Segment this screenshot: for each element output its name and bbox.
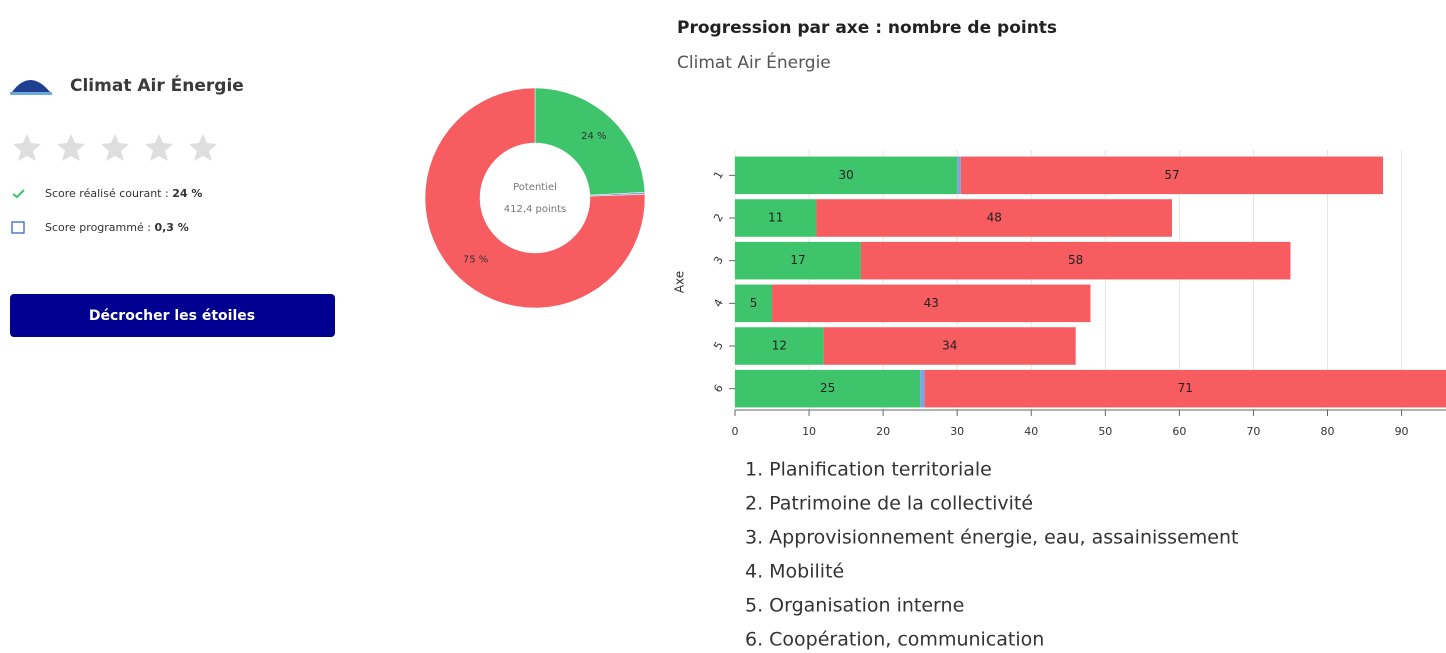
- sidebar-title: Climat Air Énergie: [70, 74, 244, 96]
- bar-segment: [823, 327, 1076, 365]
- bar-label: 12: [772, 339, 787, 353]
- bar-label: 57: [1164, 168, 1179, 182]
- label: Score réalisé courant :: [45, 187, 169, 200]
- bar-segment: [920, 369, 925, 408]
- x-tick-label: 70: [1246, 425, 1260, 438]
- x-tick-label: 20: [876, 425, 890, 438]
- button[interactable]: Décrocher les étoiles: [10, 294, 335, 337]
- bar-label: 34: [942, 339, 957, 353]
- chart-title: Progression par axe : nombre de points: [677, 18, 1057, 38]
- bar-segment: [924, 369, 1446, 408]
- label: Score programmé :: [45, 221, 151, 234]
- axis-legend-item: 5. Organisation interne: [745, 595, 964, 617]
- bar-label: 48: [987, 211, 1002, 225]
- x-tick-label: 30: [950, 425, 964, 438]
- x-tick-label: 10: [802, 425, 816, 438]
- x-tick-label: 90: [1395, 425, 1409, 438]
- bar-segment: [735, 369, 921, 408]
- stars: [13, 134, 217, 161]
- icon: [12, 80, 50, 92]
- star: [57, 134, 85, 161]
- x-tick-label: 80: [1321, 425, 1335, 438]
- bar-segment: [735, 241, 861, 280]
- bar-segment: [735, 156, 958, 195]
- x-tick-label: 0: [732, 425, 739, 438]
- score-realise: Score réalisé courant : 24 %: [45, 187, 202, 200]
- bar-segment: [957, 156, 961, 195]
- axis-legend-item: 2. Patrimoine de la collectivité: [745, 493, 1033, 515]
- x-tick-label: 50: [1098, 425, 1112, 438]
- value: 24 %: [172, 187, 202, 200]
- y-tick-label: 5: [711, 339, 726, 352]
- axis-legend-item: 3. Approvisionnement énergie, eau, assai…: [745, 527, 1238, 549]
- center-text: 412,4 points: [504, 204, 567, 215]
- bar-segment: [735, 199, 817, 237]
- bar-label: 11: [768, 211, 783, 225]
- donut-slice: [534, 87, 646, 196]
- bar-segment: [735, 284, 773, 323]
- button-label[interactable]: Décrocher les étoiles: [89, 308, 255, 324]
- bar-segment: [772, 284, 1091, 323]
- bar-segment: [816, 199, 1172, 237]
- bar-segment: [960, 156, 1384, 195]
- star: [145, 134, 173, 161]
- bar-segment: [860, 241, 1291, 280]
- slice-label: 75 %: [463, 254, 488, 265]
- bar-label: 58: [1068, 253, 1083, 267]
- score-programme: Score programmé : 0,3 %: [45, 221, 189, 234]
- star: [189, 134, 217, 161]
- chart-subtitle: Climat Air Énergie: [677, 51, 831, 73]
- y-tick-label: 4: [711, 297, 726, 310]
- bar-label: 30: [838, 168, 853, 182]
- icon-base: [10, 92, 52, 95]
- y-tick-label: 2: [711, 211, 726, 224]
- y-tick-label: 3: [711, 254, 726, 267]
- calendar-icon: [11, 221, 25, 234]
- y-tick-label: 1: [711, 169, 726, 182]
- sidebar: Climat Air Énergie Score réalisé courant…: [10, 74, 335, 337]
- star: [13, 134, 41, 161]
- axis-legend-item: 6. Coopération, communication: [745, 629, 1044, 651]
- bar-label: 5: [750, 296, 758, 310]
- y-tick-label: 6: [711, 382, 726, 395]
- value: 0,3 %: [154, 221, 188, 234]
- bar-label: 25: [820, 381, 835, 395]
- y-axis-label: Axe: [673, 271, 687, 293]
- button-bg[interactable]: [10, 294, 335, 337]
- star: [101, 134, 129, 161]
- center-text: Potentiel: [513, 182, 557, 193]
- donut-slice: [424, 87, 646, 309]
- check-icon: [12, 189, 25, 199]
- axis-legend-item: 1. Planification territoriale: [745, 459, 992, 481]
- x-tick-label: 60: [1172, 425, 1186, 438]
- x-tick-label: 40: [1024, 425, 1038, 438]
- bar-label: 17: [790, 253, 805, 267]
- slice-label: 24 %: [581, 131, 606, 142]
- bar-label: 43: [924, 296, 939, 310]
- bar-label: 71: [1178, 381, 1193, 395]
- axis-legend-item: 4. Mobilité: [745, 561, 844, 583]
- bar-segment: [735, 327, 824, 365]
